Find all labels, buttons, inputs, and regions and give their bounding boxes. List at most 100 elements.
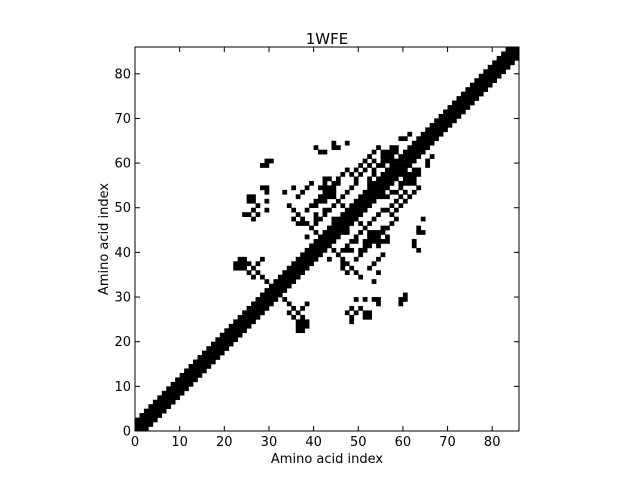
contact-cell [416,230,422,235]
contact-cell [255,297,261,302]
y-tick-label: 50 [114,201,131,216]
contact-cell [206,355,212,360]
contact-cell [286,203,292,209]
contact-cell [353,256,359,262]
contact-cell [398,154,404,159]
contact-cell [505,55,511,61]
y-axis-ticks: 0 10 20 30 40 50 60 70 80 [114,67,519,440]
contact-cell [402,163,408,168]
contact-cell [291,265,297,271]
contact-cell [398,203,404,209]
contact-cell [255,314,261,320]
contact-cell [416,136,422,142]
contact-cell [340,247,346,253]
contact-cell [246,319,252,325]
contact-cell [193,372,198,378]
contact-cell [389,189,395,195]
contact-cell [510,60,515,66]
contact-cell [376,163,381,168]
contact-cell [331,140,337,146]
contact-cell [251,194,256,200]
contact-cell [313,203,319,209]
contact-cell [420,145,426,150]
contact-cell [143,422,149,427]
contact-cell [371,158,377,164]
contact-cell [344,225,350,231]
contact-cell [304,319,310,325]
contact-cell [344,261,350,267]
contact-cell [322,149,328,155]
contact-cell [407,180,413,186]
contact-cell [402,158,408,164]
contact-cell [353,239,359,244]
contact-cell [492,64,497,70]
contact-cell [434,127,439,133]
contact-cell [358,203,364,209]
contact-cell [487,82,493,88]
contact-cell [385,149,390,155]
contact-cell [300,305,305,311]
contact-cell [327,194,332,200]
contact-cell [304,323,310,329]
contact-cell [166,404,172,409]
contact-cell [367,198,372,204]
contact-cell [505,64,511,70]
contact-cell [376,185,381,191]
contact-cell [371,189,377,195]
contact-cell [380,180,386,186]
contact-cell [300,261,305,267]
contact-cell [210,346,216,351]
contact-cell [251,265,256,271]
contact-cell [237,328,243,334]
contact-cell [166,390,172,396]
contact-cell [371,234,377,240]
contact-cell [152,413,158,418]
contact-cell [313,239,319,244]
contact-cell [179,377,185,383]
contact-cell [376,297,381,302]
contact-cell [242,328,247,334]
contact-cell [170,390,176,396]
contact-cell [353,207,359,213]
contact-cell [322,234,328,240]
contact-cell [318,234,323,240]
contact-cell [331,230,337,235]
contact-cell [353,270,359,276]
contact-cell [398,297,404,302]
contact-cell [300,314,305,320]
contact-cell [273,283,279,289]
contact-cell [295,310,301,316]
contact-cell [260,163,265,168]
contact-cell [487,73,493,79]
contact-cell [152,404,158,409]
contact-cell [358,163,364,168]
contact-cell [340,172,346,177]
contact-cell [143,417,149,423]
contact-cell [309,243,314,249]
contact-cell [175,395,180,401]
contact-cell [246,261,252,267]
contact-cell [496,69,502,75]
contact-cell [402,180,408,186]
contact-cell [362,310,368,316]
contact-cell [201,368,207,374]
contact-cell [197,364,203,369]
contact-cell [201,359,207,365]
contact-cell [237,323,243,329]
contact-cell [434,118,439,124]
contact-cell [246,198,252,204]
contact-cell [456,96,462,101]
contact-cell [478,91,484,97]
contact-cell [474,78,480,84]
contact-cell [327,207,332,213]
contact-cell [219,346,225,351]
contact-cell [411,154,417,159]
contact-cell [456,100,462,106]
contact-cell [380,225,386,231]
contact-cell [331,145,337,150]
contact-cell [505,60,511,66]
contact-cell [510,51,515,57]
contact-cell [385,234,390,240]
contact-cell [411,172,417,177]
contact-cell [291,185,297,191]
